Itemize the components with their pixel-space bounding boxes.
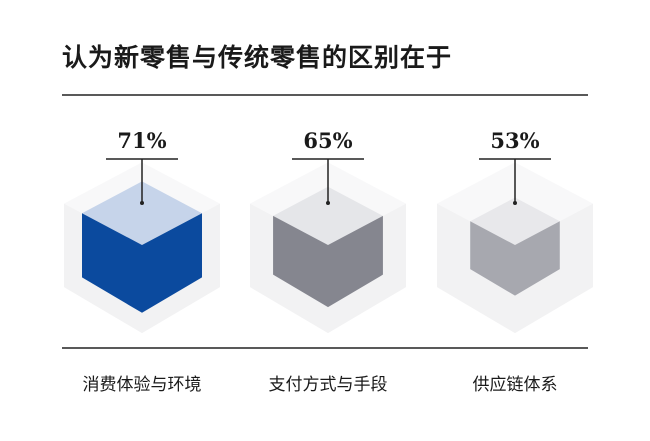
category-label-3: 供应链体系 bbox=[473, 375, 558, 395]
value-cube-1-top-face bbox=[82, 181, 202, 245]
value-cube-3-top-face bbox=[470, 197, 560, 245]
category-label-2: 支付方式与手段 bbox=[269, 375, 388, 395]
value-cube-2-top-face bbox=[273, 186, 383, 245]
chart-title: 认为新零售与传统零售的区别在于 bbox=[62, 43, 453, 72]
value-cube-3-side-faces bbox=[470, 221, 560, 296]
leader-dot-2 bbox=[326, 201, 330, 205]
leader-dot-3 bbox=[513, 201, 517, 205]
value-label-3: 53% bbox=[490, 128, 539, 153]
value-cube-2-side-faces bbox=[273, 215, 383, 308]
value-cube-1-side-faces bbox=[82, 213, 202, 313]
value-label-2: 65% bbox=[303, 128, 352, 153]
leader-dot-1 bbox=[140, 201, 144, 205]
value-label-1: 71% bbox=[117, 128, 166, 153]
category-label-1: 消费体验与环境 bbox=[83, 375, 202, 395]
